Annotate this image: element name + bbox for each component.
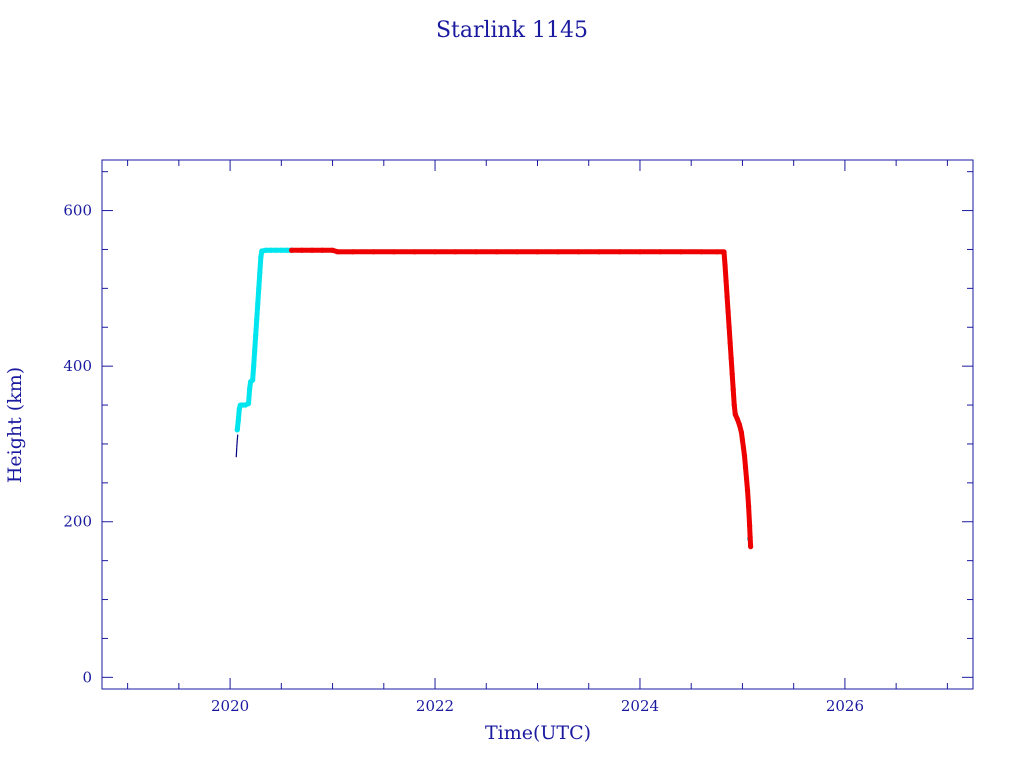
red-point [721,249,727,255]
red-point [411,249,418,255]
cyan-point [256,285,262,291]
red-point [722,262,728,268]
red-point [747,534,753,540]
cyan-point [259,248,265,254]
red-point [391,249,397,255]
red-point [744,488,751,494]
y-tick-label: 400 [63,357,92,375]
chart-title: Starlink 1145 [436,18,588,43]
cyan-point [268,247,274,253]
x-tick-label: 2026 [826,697,864,715]
x-axis-label: Time(UTC) [485,722,591,744]
red-point [596,249,602,255]
red-point [723,277,729,284]
red-point [742,464,749,470]
cyan-point [234,427,240,433]
red-point [731,402,737,408]
red-point [329,247,336,253]
y-tick-label: 600 [63,202,92,220]
red-point [738,429,745,435]
plot-frame [101,159,974,690]
red-point [335,249,341,255]
cyan-point [250,377,256,383]
data-marks [234,247,754,550]
red-point [728,355,734,361]
red-point [725,309,731,315]
red-point [740,445,747,451]
y-tick-label: 200 [63,513,92,531]
red-point [534,249,541,255]
red-point [288,247,295,253]
red-point [452,249,459,255]
red-point [299,247,305,253]
cyan-point [253,332,259,338]
cyan-point [254,316,260,323]
red-point [370,249,377,255]
cyan-point [283,247,290,253]
initial-trace-segment [235,447,238,458]
cyan-point [257,270,263,276]
red-point [493,249,500,255]
cyan-point [235,418,241,424]
cyan-point [278,247,284,253]
red-point [724,293,730,299]
red-segment [746,506,753,526]
red-point [748,544,754,550]
red-point [678,249,684,255]
cyan-point [273,247,279,253]
initial-trace-segment [236,434,239,441]
axis-ticks [102,160,973,689]
red-point [732,411,738,417]
red-point [432,249,438,255]
y-axis-label: Height (km) [4,367,26,483]
red-point [514,249,520,255]
cyan-point [236,406,242,412]
x-tick-label: 2022 [416,697,454,715]
red-point [657,249,664,255]
red-point [616,249,623,255]
cyan-point [263,247,269,253]
red-point [309,247,315,253]
red-point [730,386,736,393]
red-point [747,523,753,529]
red-point [714,249,720,255]
red-point [727,340,733,346]
initial-trace-segment [236,440,238,448]
red-point [729,371,735,377]
red-point [741,453,748,459]
cyan-point [258,254,264,260]
red-point [473,249,479,255]
red-point [350,249,356,255]
red-point [575,249,582,255]
red-point [319,247,325,253]
red-point [734,416,740,422]
red-point [726,324,732,330]
red-point [743,476,750,482]
red-point [555,249,561,255]
y-tick-label: 0 [82,668,92,686]
red-point [745,503,752,509]
cyan-point [245,400,252,407]
x-tick-label: 2024 [621,697,659,715]
red-point [698,249,705,255]
red-point [637,249,643,255]
cyan-point [252,347,258,354]
x-tick-label: 2020 [211,697,249,715]
axis-tick-labels: 2020 2022 2024 2026 0 200 400 600 [63,202,864,715]
cyan-point [246,386,253,393]
red-point [739,437,746,443]
cyan-point [251,363,257,369]
cyan-point [255,301,261,307]
red-point [736,421,742,428]
